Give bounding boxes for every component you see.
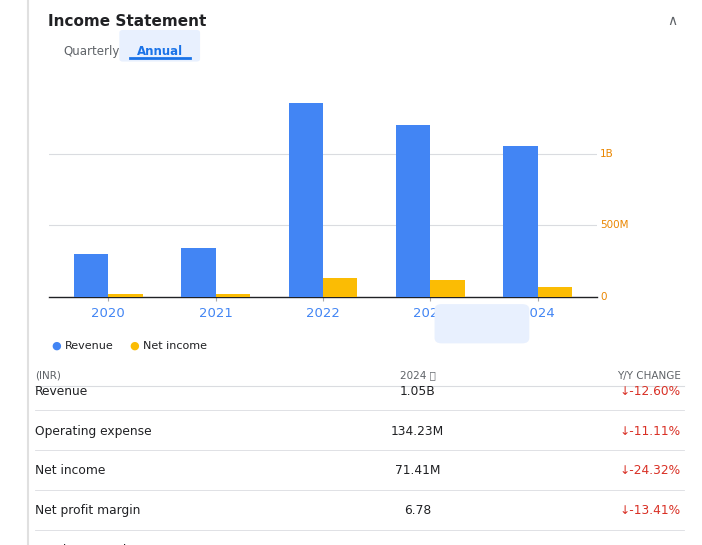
Text: Quarterly: Quarterly [63,45,119,58]
Bar [74,254,108,297]
Text: 134.23M: 134.23M [391,425,444,438]
Text: 1.05B: 1.05B [400,385,435,398]
Bar [503,146,538,297]
Text: Earnings per share: Earnings per share [35,544,151,545]
Text: Net income: Net income [143,341,207,351]
Text: —: — [411,544,424,545]
Text: Income Statement: Income Statement [48,14,206,29]
Text: ↓-13.41%: ↓-13.41% [620,504,681,517]
Bar [430,280,465,297]
Bar [396,125,430,297]
Text: 0: 0 [600,292,607,302]
Text: ●: ● [130,341,140,351]
Text: —: — [669,544,681,545]
Text: Annual: Annual [137,45,183,58]
Text: 2024 ⓘ: 2024 ⓘ [399,371,436,380]
Text: Net income: Net income [35,464,105,477]
Bar [538,287,572,297]
Bar [216,294,250,297]
Text: ↓-11.11%: ↓-11.11% [620,425,681,438]
Text: Operating expense: Operating expense [35,425,152,438]
Text: (INR): (INR) [35,371,61,380]
Bar [289,103,323,297]
Bar [323,278,357,297]
Text: ↓-24.32%: ↓-24.32% [620,464,681,477]
Bar [181,248,216,297]
Text: Revenue: Revenue [65,341,113,351]
Text: Y/Y CHANGE: Y/Y CHANGE [617,371,681,380]
Text: Revenue: Revenue [35,385,88,398]
Text: 6.78: 6.78 [404,504,431,517]
Bar [108,294,143,297]
Text: ∧: ∧ [668,14,677,28]
Text: Net profit margin: Net profit margin [35,504,140,517]
Text: 500M: 500M [600,220,629,231]
Text: 1B: 1B [600,148,614,159]
Text: ●: ● [51,341,61,351]
Text: 71.41M: 71.41M [395,464,440,477]
Text: ↓-12.60%: ↓-12.60% [620,385,681,398]
